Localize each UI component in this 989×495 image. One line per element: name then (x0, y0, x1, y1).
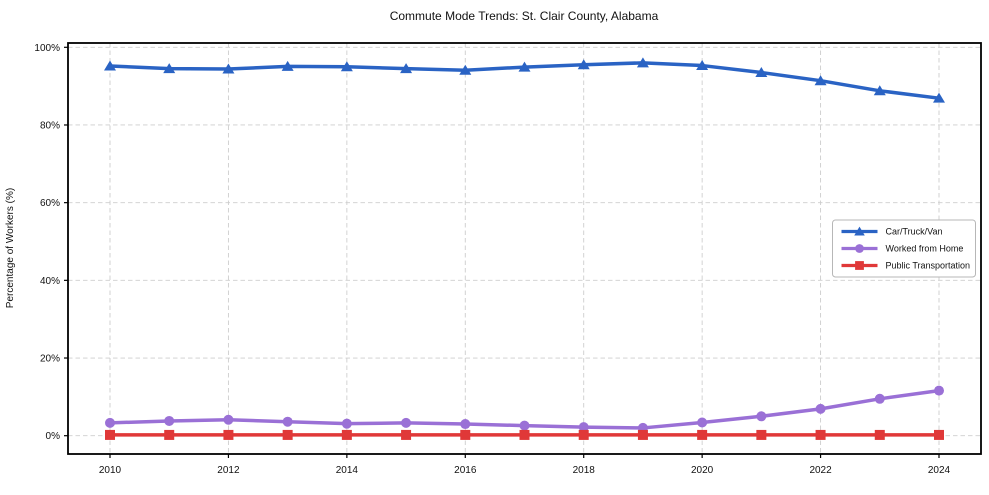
data-point-marker (578, 422, 589, 433)
data-point-marker (163, 63, 176, 74)
legend-item-car-truck-van: Car/Truck/Van (841, 226, 943, 237)
data-point-marker (874, 429, 885, 440)
data-point-marker (400, 63, 413, 74)
y-axis-title: Percentage of Workers (%) (5, 188, 16, 308)
data-point-marker (855, 261, 864, 270)
series-worked-from-home (105, 385, 944, 433)
data-point-marker (282, 429, 293, 440)
x-tick-label: 2016 (454, 465, 477, 476)
x-tick-label: 2020 (691, 465, 714, 476)
data-point-marker (933, 385, 944, 396)
series-public-transportation (105, 429, 944, 440)
data-point-marker (815, 429, 826, 440)
data-point-marker (933, 429, 944, 440)
data-point-marker (577, 59, 590, 70)
data-point-marker (578, 429, 589, 440)
data-point-marker (105, 429, 115, 440)
data-point-marker (854, 226, 865, 236)
data-point-marker (814, 75, 827, 86)
legend-label: Car/Truck/Van (886, 227, 943, 237)
data-point-marker (697, 429, 708, 440)
data-point-marker (697, 417, 708, 428)
data-point-marker (164, 415, 175, 426)
data-point-marker (696, 60, 709, 71)
data-point-marker (519, 420, 530, 431)
x-tick-label: 2014 (336, 465, 359, 476)
data-point-marker (460, 419, 471, 430)
data-point-marker (755, 67, 768, 78)
chart-title: Commute Mode Trends: St. Clair County, A… (390, 9, 659, 23)
gridlines (68, 43, 981, 454)
y-tick-label: 20% (40, 354, 60, 365)
x-tick-label: 2010 (99, 465, 122, 476)
data-point-marker (340, 61, 353, 72)
plot-area: 0%20%40%60%80%100%2010 2012 2014 2016 2018 20… (34, 42, 982, 476)
data-point-marker (105, 417, 115, 428)
legend-label: Public Transportation (886, 261, 971, 271)
data-point-marker (756, 411, 767, 422)
data-point-marker (459, 64, 472, 75)
data-point-marker (104, 60, 116, 71)
series-car-truck-van (104, 57, 945, 103)
data-point-marker (282, 416, 293, 427)
data-point-marker (932, 92, 945, 103)
legend-box (832, 219, 976, 278)
legend-item-worked-from-home: Worked from Home (841, 244, 964, 254)
data-point-marker (518, 61, 531, 72)
legend-label: Worked from Home (886, 244, 964, 254)
y-tick-label: 60% (40, 198, 60, 209)
y-tick-label: 40% (40, 276, 60, 287)
y-axis-ticks: 0% 20% 40% 60% 80% 100% (34, 43, 68, 442)
data-point-marker (637, 429, 648, 440)
x-tick-label: 2024 (928, 465, 951, 476)
data-point-marker (874, 393, 885, 404)
data-point-marker (164, 429, 175, 440)
data-point-marker (855, 244, 864, 253)
data-point-marker (341, 429, 352, 440)
data-point-marker (341, 418, 352, 429)
data-point-marker (223, 429, 234, 440)
y-tick-label: 100% (34, 43, 60, 54)
x-tick-label: 2018 (573, 465, 596, 476)
data-point-marker (460, 429, 471, 440)
y-tick-label: 0% (46, 431, 61, 442)
data-point-marker (281, 60, 294, 71)
y-tick-label: 80% (40, 120, 60, 131)
data-point-marker (815, 403, 826, 414)
data-point-marker (401, 429, 412, 440)
legend: Car/Truck/Van Worked from Home Public Tran… (832, 219, 976, 278)
data-point-marker (519, 429, 530, 440)
legend-item-public-transportation: Public Transportation (841, 261, 971, 271)
x-tick-label: 2022 (809, 465, 832, 476)
data-point-marker (222, 63, 235, 74)
x-axis-ticks: 2010 2012 2014 2016 2018 2020 2022 2024 (99, 454, 951, 476)
data-point-marker (873, 85, 886, 96)
plot-frame (67, 42, 982, 455)
x-tick-label: 2012 (217, 465, 240, 476)
data-point-marker (756, 429, 767, 440)
data-point-marker (636, 57, 649, 68)
data-point-marker (223, 414, 234, 425)
data-point-marker (401, 417, 412, 428)
